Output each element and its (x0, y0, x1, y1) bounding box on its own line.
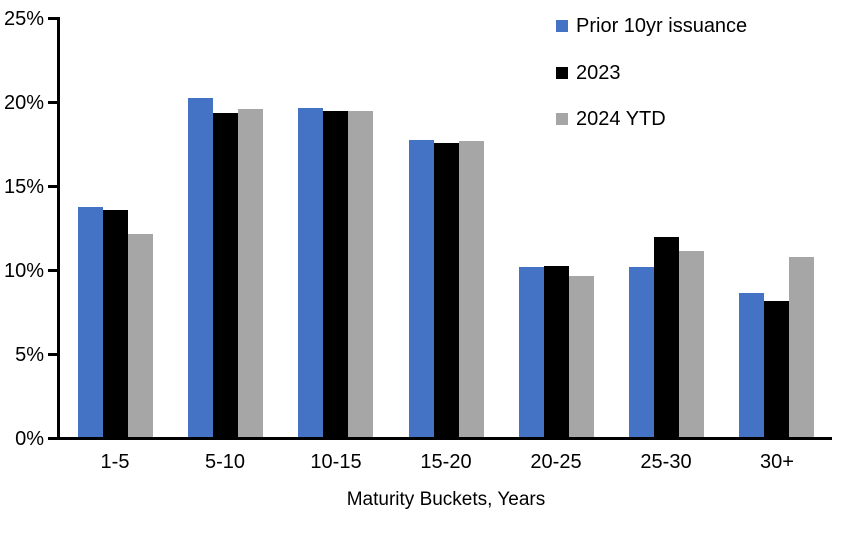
bar-prior-10yr-issuance-25-30 (629, 267, 654, 437)
legend-item-2024-ytd: 2024 YTD (556, 107, 666, 131)
bar-2024-ytd-20-25 (569, 276, 594, 437)
x-tick-label: 20-25 (530, 451, 582, 473)
bar-2024-ytd-1-5 (128, 234, 153, 437)
y-tick-label: 5% (15, 344, 44, 366)
bar-prior-10yr-issuance-1-5 (78, 207, 103, 437)
y-tick-mark (48, 17, 57, 20)
x-tick-label: 30+ (760, 451, 794, 473)
bar-2024-ytd-30+ (789, 257, 814, 437)
y-tick-label: 10% (3, 260, 44, 282)
bar-2024-ytd-25-30 (679, 251, 704, 437)
legend-swatch-icon (556, 20, 568, 32)
bar-prior-10yr-issuance-5-10 (188, 98, 213, 437)
bar-2023-1-5 (103, 210, 128, 437)
y-tick-mark (48, 101, 57, 104)
y-tick-label: 20% (3, 92, 44, 114)
y-tick-label: 25% (3, 8, 44, 30)
y-tick-label: 15% (3, 176, 44, 198)
bar-2024-ytd-10-15 (348, 111, 373, 437)
bar-2023-15-20 (434, 143, 459, 437)
x-axis-title: Maturity Buckets, Years (346, 489, 546, 510)
legend-label: 2023 (576, 62, 621, 84)
bar-2023-25-30 (654, 237, 679, 437)
legend-swatch-icon (556, 67, 568, 79)
y-tick-mark (48, 437, 57, 440)
y-tick-label: 0% (15, 428, 44, 450)
x-tick-label: 5-10 (204, 451, 246, 473)
bar-2023-10-15 (323, 111, 348, 437)
bar-prior-10yr-issuance-15-20 (409, 140, 434, 437)
bar-prior-10yr-issuance-30+ (739, 293, 764, 437)
x-axis-line (57, 437, 832, 440)
legend-label: Prior 10yr issuance (576, 15, 748, 37)
legend-item-2023: 2023 (556, 61, 621, 85)
x-tick-label: 25-30 (640, 451, 692, 473)
y-tick-mark (48, 353, 57, 356)
x-tick-label: 10-15 (310, 451, 362, 473)
y-axis-line (57, 17, 60, 440)
legend-item-prior-10yr-issuance: Prior 10yr issuance (556, 14, 747, 38)
x-tick-label: 15-20 (420, 451, 472, 473)
bar-2024-ytd-15-20 (459, 141, 484, 437)
y-tick-mark (48, 269, 57, 272)
legend-label: 2024 YTD (576, 108, 666, 130)
legend-swatch-icon (556, 113, 568, 125)
x-tick-label: 1-5 (100, 451, 130, 473)
bar-prior-10yr-issuance-20-25 (519, 267, 544, 437)
bar-2023-5-10 (213, 113, 238, 437)
bar-2023-30+ (764, 301, 789, 437)
y-tick-mark (48, 185, 57, 188)
bar-prior-10yr-issuance-10-15 (298, 108, 323, 437)
bar-2023-20-25 (544, 266, 569, 437)
bar-2024-ytd-5-10 (238, 109, 263, 437)
